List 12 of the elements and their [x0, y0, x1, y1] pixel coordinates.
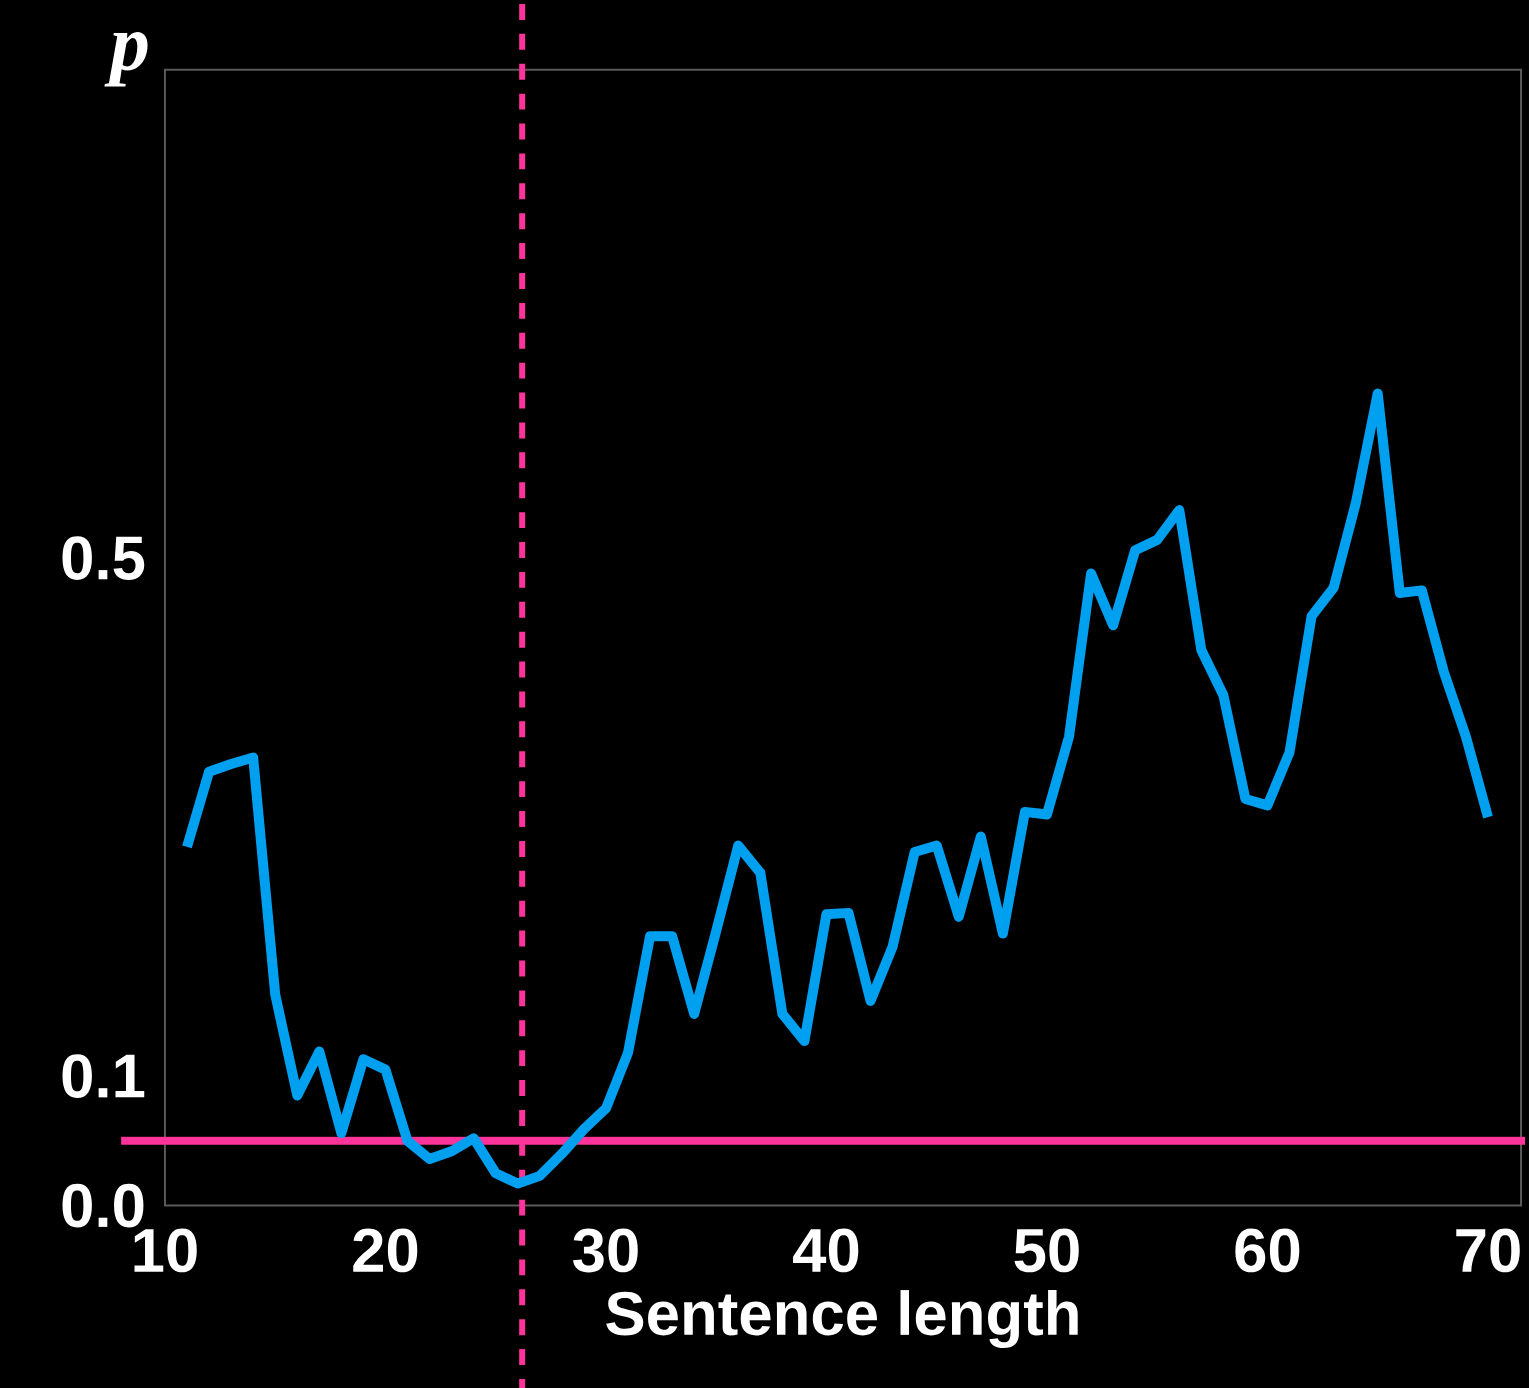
x-tick-label: 30: [573, 1228, 638, 1273]
y-tick-label: 0.5: [62, 536, 145, 580]
x-tick-label: 60: [1235, 1228, 1300, 1273]
y-tick-label: 0.0: [62, 1183, 144, 1228]
y-axis-title: p: [104, 32, 148, 87]
y-tick-label: 0.1: [62, 1054, 145, 1098]
x-tick-label: 40: [793, 1228, 859, 1273]
x-tick-label: 70: [1456, 1228, 1520, 1273]
x-axis-title: Sentence length: [606, 1290, 1078, 1348]
x-tick-label: 20: [353, 1228, 418, 1273]
x-tick-label: 50: [1014, 1228, 1079, 1273]
x-tick-label: 10: [134, 1228, 197, 1273]
